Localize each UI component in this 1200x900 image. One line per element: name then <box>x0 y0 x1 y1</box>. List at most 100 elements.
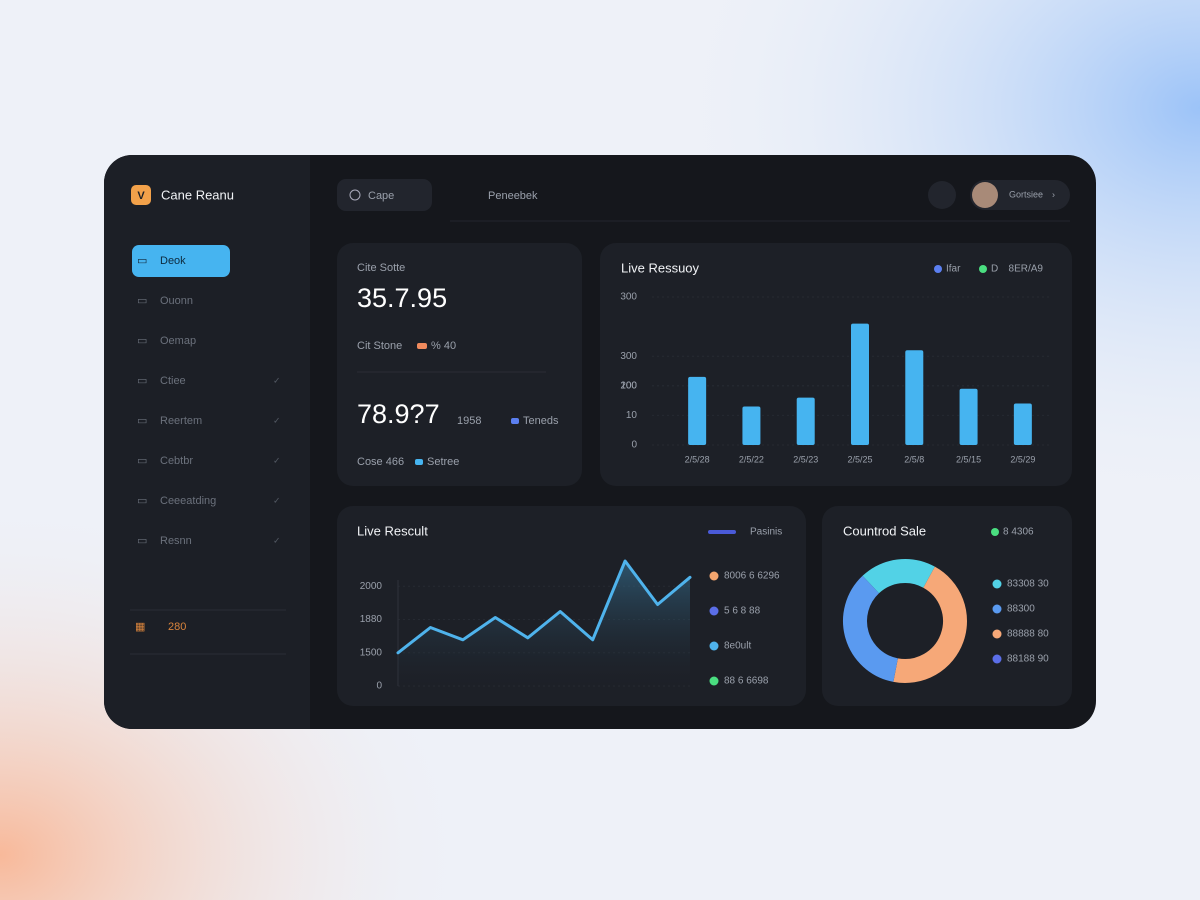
nav-icon: ▭ <box>137 255 147 267</box>
nav-item[interactable]: Oemap <box>160 335 196 347</box>
donut-segment <box>843 575 899 682</box>
donut-segment <box>862 559 935 594</box>
y-tick-label: 1880 <box>360 614 383 625</box>
x-tick-label: 2/5/25 <box>847 454 872 464</box>
tag-dot <box>511 418 519 424</box>
nav-item[interactable]: Reertem <box>160 415 202 427</box>
nav-icon: ▦ <box>135 621 145 633</box>
nav-item[interactable]: Ouonn <box>160 295 193 307</box>
stat-tag: Setree <box>427 456 459 468</box>
y-tick-label: 10 <box>626 410 638 421</box>
list-label: 88188 90 <box>1007 654 1049 665</box>
list-label: 88300 <box>1007 604 1035 615</box>
bar <box>742 406 761 445</box>
list-dot <box>992 604 1002 614</box>
y-tick-label: 0 <box>631 440 637 451</box>
nav-item[interactable]: Ceeeatding <box>160 495 216 507</box>
bar <box>959 388 978 445</box>
nav-icon: ▭ <box>137 375 147 387</box>
legend-swatch <box>708 530 736 534</box>
list-label: 8e0ult <box>724 641 751 652</box>
chart-title: Live Ressuoy <box>621 260 700 275</box>
search-icon <box>349 189 361 201</box>
x-tick-label: 2/5/29 <box>1010 454 1035 464</box>
nav-icon: ▭ <box>137 415 147 427</box>
stat-value: 35.7.95 <box>357 283 447 313</box>
chart-title: Countrod Sale <box>843 523 926 538</box>
list-label: 8006 6 6296 <box>724 571 780 582</box>
nav-icon: ▭ <box>137 495 147 507</box>
nav-item[interactable]: Ctiee <box>160 375 186 387</box>
legend-label: Ifar <box>946 264 961 275</box>
legend-label: 8 4306 <box>1003 527 1034 538</box>
line <box>396 559 692 655</box>
bar <box>688 376 707 445</box>
bar <box>1013 403 1032 445</box>
bar <box>905 350 924 445</box>
x-tick-label: 2/5/28 <box>685 454 710 464</box>
sidebar <box>104 155 310 729</box>
stat-label: Cite Sotte <box>357 262 405 274</box>
search-text: Cape <box>368 190 394 202</box>
y-tick-label: 1500 <box>360 647 383 658</box>
legend-dot <box>934 265 942 273</box>
legend-label: Pasinis <box>750 527 782 538</box>
legend-dot <box>979 265 987 273</box>
list-dot <box>992 629 1002 639</box>
legend-note: 8ER/A9 <box>1009 264 1044 275</box>
bar <box>796 397 815 445</box>
bar-card <box>600 243 1072 486</box>
chevron: ✓ <box>273 535 281 545</box>
list-dot <box>992 654 1002 664</box>
list-dot <box>709 641 719 651</box>
chevron: ✓ <box>273 455 281 465</box>
nav-item[interactable]: Deok <box>160 255 186 267</box>
nav-item[interactable]: Cebtbr <box>160 455 193 467</box>
x-tick-label: 2/5/23 <box>793 454 818 464</box>
nav-item[interactable]: Resnn <box>160 535 192 547</box>
stat-badge: % 40 <box>431 340 456 352</box>
stat-note: Cit Stone <box>357 340 402 352</box>
stat-tag: Teneds <box>523 415 559 427</box>
list-dot <box>992 579 1002 589</box>
chevron: ✓ <box>273 495 281 505</box>
user-name: Gortsiee <box>1009 189 1043 199</box>
sidebar-footer[interactable]: 280 <box>168 621 186 633</box>
logo-text: V <box>137 190 145 202</box>
bar <box>851 323 869 445</box>
avatar <box>972 182 998 208</box>
y-tick-label: 200 <box>620 380 637 391</box>
brand: Cane Reanu <box>161 187 234 202</box>
line-area <box>398 561 690 686</box>
list-dot <box>709 606 719 616</box>
badge-dot <box>417 343 427 349</box>
list-label: 88888 80 <box>1007 629 1049 640</box>
stat-value: 78.9?7 <box>357 399 440 429</box>
chevron: ✓ <box>273 415 281 425</box>
x-tick-label: 2/5/22 <box>739 454 764 464</box>
list-label: 88 6 6698 <box>724 676 769 687</box>
list-label: 83308 30 <box>1007 579 1049 590</box>
x-tick-label: 2/5/15 <box>956 454 981 464</box>
search[interactable] <box>337 179 432 211</box>
chevron: ✓ <box>273 375 281 385</box>
y-tick-label: 2000 <box>360 581 383 592</box>
stat-footer: Cose 466 <box>357 456 404 468</box>
y-tick-label: 0 <box>376 681 382 692</box>
list-dot <box>709 571 719 581</box>
x-tick-label: 2/5/8 <box>904 454 924 464</box>
legend-label: D <box>991 264 998 275</box>
nav-icon: ▭ <box>137 295 147 307</box>
logo <box>131 185 151 205</box>
notification-button[interactable] <box>928 181 956 209</box>
tab[interactable]: Peneebek <box>488 190 538 202</box>
list-label: 5 6 8 88 <box>724 606 761 617</box>
nav-icon: ▭ <box>137 535 147 547</box>
legend-dot <box>991 528 999 536</box>
nav-icon: ▭ <box>137 455 147 467</box>
chart-title: Live Rescult <box>357 523 428 538</box>
tag-dot <box>415 459 423 465</box>
list-dot <box>709 676 719 686</box>
nav-active[interactable] <box>132 245 230 277</box>
